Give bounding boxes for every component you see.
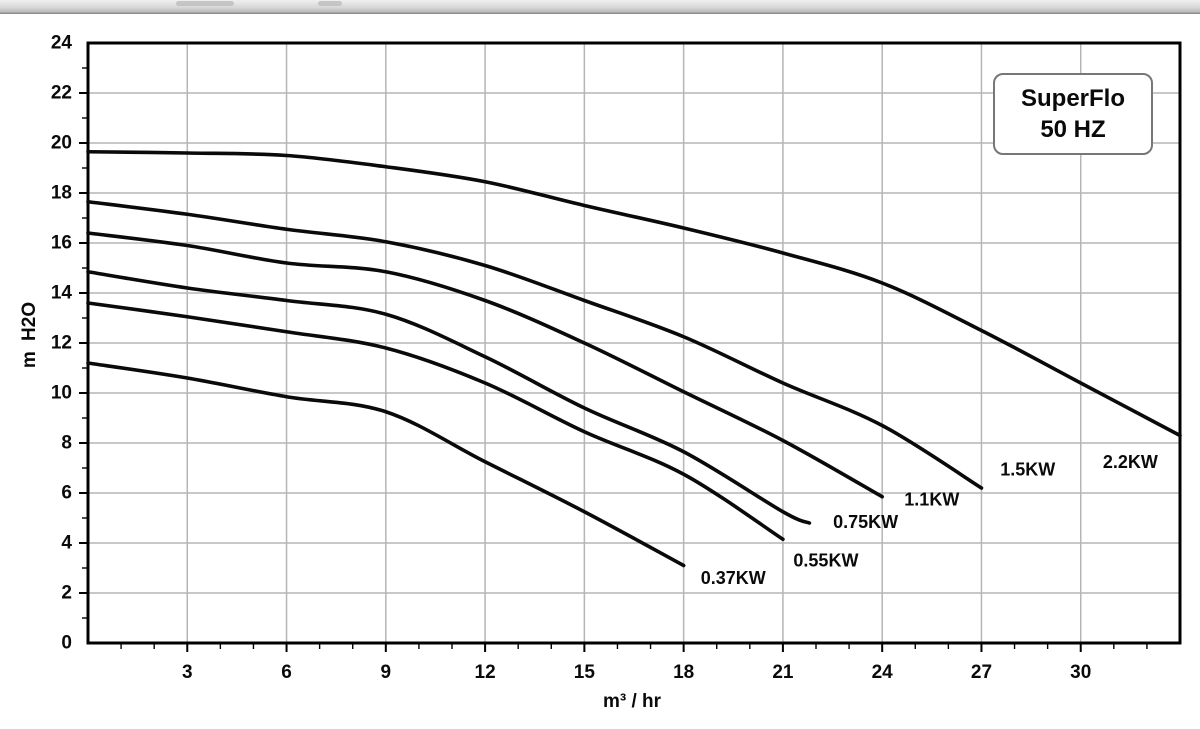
y-tick-label: 4 bbox=[61, 533, 72, 554]
series-label-2.2kw: 2.2KW bbox=[1103, 452, 1158, 472]
series-label-0.75kw: 0.75KW bbox=[833, 512, 898, 532]
x-tick-label: 3 bbox=[182, 662, 193, 683]
x-tick-label: 24 bbox=[872, 662, 894, 683]
chart-legend: SuperFlo 50 HZ bbox=[993, 73, 1153, 155]
curve-1.1kw bbox=[86, 231, 884, 499]
y-tick-label: 8 bbox=[61, 433, 72, 454]
x-tick-label: 9 bbox=[381, 662, 392, 683]
y-tick-label: 0 bbox=[61, 633, 72, 654]
y-tick-label: 22 bbox=[51, 83, 72, 104]
top-strip-smudge bbox=[176, 1, 234, 6]
x-tick-label: 30 bbox=[1070, 662, 1091, 683]
y-tick-label: 24 bbox=[51, 33, 73, 54]
y-tick-label: 2 bbox=[61, 583, 72, 604]
legend-line1: SuperFlo bbox=[1020, 85, 1125, 112]
y-tick-label: 18 bbox=[51, 183, 72, 204]
top-strip-smudge bbox=[318, 1, 342, 6]
series-label-0.55kw: 0.55KW bbox=[793, 551, 858, 571]
series-label-1.5kw: 1.5KW bbox=[1000, 459, 1055, 479]
window-top-strip bbox=[0, 0, 1200, 14]
series-label-1.1kw: 1.1KW bbox=[904, 489, 959, 509]
series-label-0.37kw: 0.37KW bbox=[701, 568, 766, 588]
y-axis-title: m H2O bbox=[19, 301, 40, 369]
x-tick-label: 27 bbox=[971, 662, 992, 683]
x-tick-label: 12 bbox=[475, 662, 496, 683]
x-tick-label: 21 bbox=[772, 662, 794, 683]
curve-0.55kw bbox=[86, 301, 785, 542]
x-tick-label: 6 bbox=[281, 662, 292, 683]
y-tick-label: 16 bbox=[51, 233, 72, 254]
y-tick-label: 14 bbox=[51, 283, 73, 304]
curve-1.5kw bbox=[86, 199, 984, 490]
y-tick-label: 10 bbox=[51, 383, 72, 404]
x-tick-label: 18 bbox=[673, 662, 694, 683]
x-tick-label: 15 bbox=[574, 662, 596, 683]
curve-0.37kw bbox=[86, 361, 686, 568]
y-tick-label: 20 bbox=[51, 133, 72, 154]
legend-line2: 50 HZ bbox=[1040, 116, 1106, 143]
curve-0.75kw bbox=[86, 269, 812, 525]
y-tick-label: 6 bbox=[61, 483, 72, 504]
y-tick-label: 12 bbox=[51, 333, 72, 354]
curve-2.2kw bbox=[86, 149, 1182, 438]
x-axis-title: m³ / hr bbox=[602, 691, 662, 712]
